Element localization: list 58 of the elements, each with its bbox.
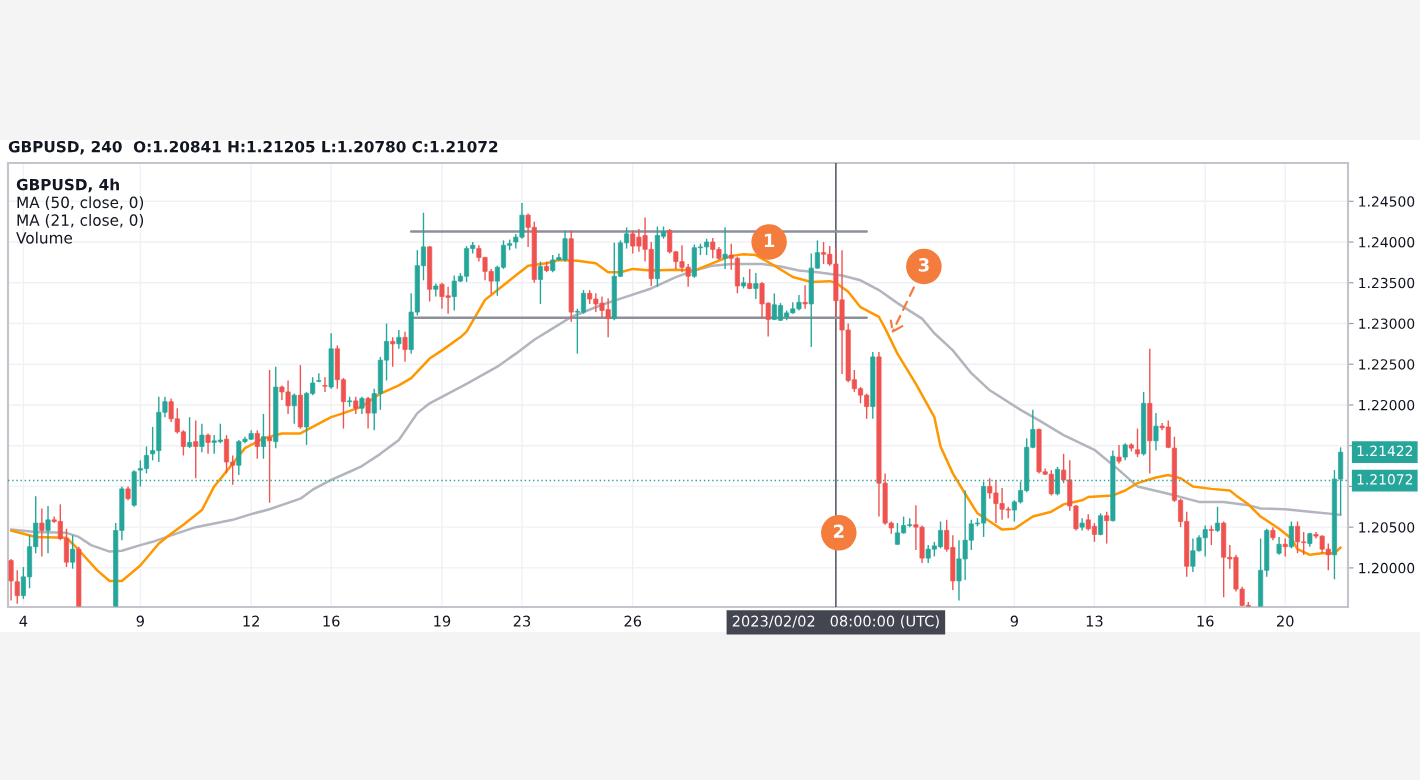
annotation: 3	[918, 258, 929, 272]
y-tick-label: 1.20500	[1359, 522, 1415, 533]
candlestick	[205, 432, 211, 455]
candlestick	[1134, 427, 1140, 458]
candlestick	[1116, 444, 1122, 465]
candlestick	[753, 272, 759, 300]
y-tick-label: 1.23500	[1359, 277, 1415, 289]
x-tick-label: 9	[1010, 615, 1018, 627]
x-tick-label: 16	[1197, 615, 1214, 627]
candlestick	[802, 284, 808, 310]
candlestick	[537, 260, 543, 305]
candlestick	[199, 423, 205, 453]
text: 1.21422	[1357, 445, 1413, 456]
y-tick-label: 1.22500	[1359, 359, 1415, 370]
candlestick	[402, 330, 408, 363]
candlestick	[396, 329, 402, 350]
chart-title: GBPUSD, 240 O:1.20841 H:1.21205 L:1.20780 C:1.21072	[8, 140, 498, 155]
candlestick	[193, 419, 199, 479]
x-tick-label: 19	[434, 615, 451, 627]
candlestick	[39, 507, 45, 558]
candlestick	[316, 372, 322, 383]
annotation: MA (50, close, 0)	[17, 196, 144, 210]
candlestick	[722, 226, 728, 270]
candlestick	[254, 429, 260, 460]
candlestick	[1288, 520, 1294, 550]
candlestick	[187, 416, 193, 449]
candlestick	[1208, 524, 1214, 546]
candlestick	[267, 369, 273, 504]
candlestick	[70, 534, 76, 570]
x-tick-label: 16	[323, 615, 340, 627]
candlestick	[1104, 510, 1110, 545]
y-tick-label: 1.23000	[1359, 318, 1415, 329]
x-tick-label: 2023/02/02 08:00:00 (UTC)	[732, 615, 939, 629]
y-tick-label: 1.24000	[1359, 236, 1415, 248]
x-tick-label: 23	[513, 615, 531, 627]
x-tick-label: 12	[243, 615, 259, 627]
annotation: GBPUSD, 4h	[16, 178, 119, 193]
candlestick	[45, 505, 51, 554]
candlestick	[322, 376, 328, 393]
x-tick-label: 13	[1086, 615, 1103, 627]
x-tick-label: 4	[19, 615, 28, 627]
annotation: Volume	[16, 231, 73, 244]
x-tick-label: 20	[1277, 615, 1294, 627]
candlestick	[1153, 412, 1159, 452]
y-tick-label: 1.20000	[1359, 562, 1415, 574]
candlestick	[365, 396, 371, 430]
ref-line-label: 1.21072	[1357, 474, 1413, 485]
x-tick-label: 9	[136, 615, 144, 627]
annotation: MA (21, close, 0)	[17, 214, 144, 228]
y-tick-label: 1.24500	[1359, 196, 1415, 207]
annotation: 2	[833, 524, 844, 538]
candlestick	[291, 392, 297, 425]
x-tick-label: 26	[624, 615, 642, 627]
y-tick-label: 1.22000	[1359, 399, 1415, 411]
candlestick	[260, 413, 266, 460]
annotation: 1	[764, 233, 775, 248]
candlestick	[1215, 506, 1221, 533]
candlestick	[390, 336, 396, 368]
